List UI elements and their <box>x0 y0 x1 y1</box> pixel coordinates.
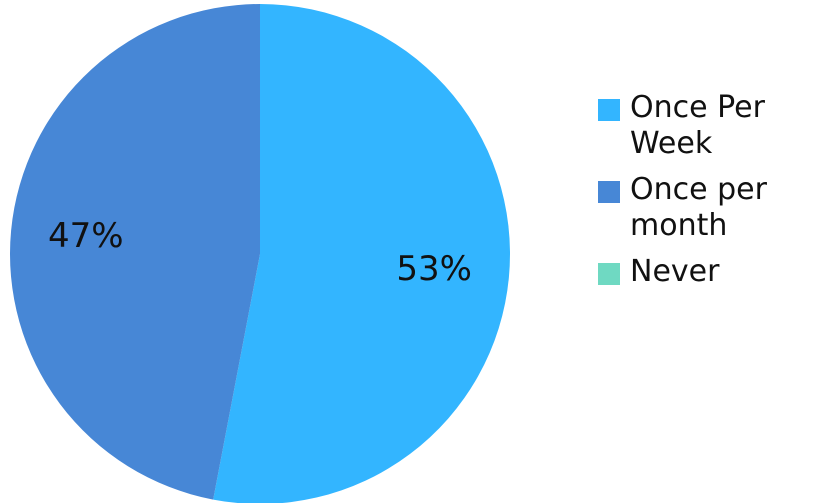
legend-swatch-once-per-month <box>598 181 620 203</box>
legend-item-once-per-week: Once Per Week <box>598 90 818 162</box>
legend-swatch-never <box>598 263 620 285</box>
pie-slice-once-per-month <box>9 4 260 500</box>
legend-label-once-per-week: Once Per Week <box>630 90 765 161</box>
pie-slices <box>9 4 510 503</box>
data-label-once-per-week: 53% <box>396 249 472 289</box>
legend-swatch-once-per-week <box>598 99 620 121</box>
legend-item-never: Never <box>598 254 818 290</box>
legend-item-once-per-month: Once per month <box>598 172 818 244</box>
legend-label-never: Never <box>630 254 720 289</box>
pie-slice-once-per-week <box>213 4 510 503</box>
legend-label-once-per-month: Once per month <box>630 172 767 243</box>
legend: Once Per Week Once per month Never <box>598 90 818 300</box>
pie-data-labels: 53% 47% <box>48 216 472 289</box>
data-label-once-per-month: 47% <box>48 216 124 256</box>
